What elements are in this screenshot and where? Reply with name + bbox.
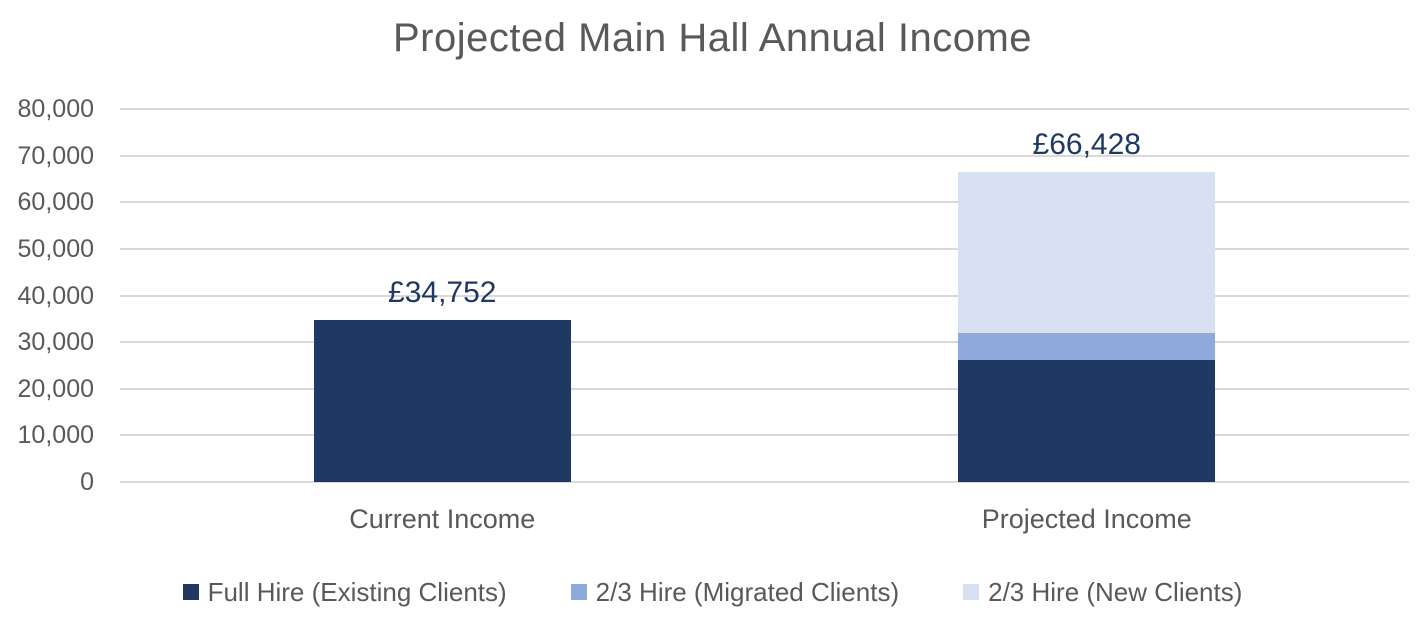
y-tick-label: 10,000: [17, 421, 94, 450]
gridline: [120, 108, 1409, 110]
bar-segment: [958, 172, 1216, 334]
y-tick-label: 0: [80, 468, 94, 496]
legend-label: 2/3 Hire (New Clients): [988, 576, 1243, 607]
bar-projected-income: [958, 172, 1216, 482]
y-tick-label: 80,000: [17, 95, 94, 123]
x-axis: Current Income Projected Income: [120, 504, 1409, 538]
legend-item: Full Hire (Existing Clients): [182, 576, 507, 608]
plot-area: £34,752 £66,428: [120, 108, 1409, 483]
data-label: £34,752: [388, 275, 497, 309]
legend-label: Full Hire (Existing Clients): [207, 576, 507, 607]
legend-item: 2/3 Hire (New Clients): [963, 577, 1242, 608]
gridline: [120, 481, 1409, 483]
gridline: [120, 201, 1409, 204]
gridline: [120, 247, 1409, 250]
y-axis: 0 10,000 20,000 30,000 40,000 50,000 60,000 70,…: [0, 95, 100, 496]
legend-swatch-icon: [182, 584, 199, 600]
y-tick-label: 70,000: [17, 141, 94, 170]
bar-segment: [958, 333, 1216, 361]
y-tick-label: 40,000: [17, 281, 94, 310]
y-tick-label: 60,000: [17, 188, 94, 217]
x-category-label: Projected Income: [981, 504, 1192, 534]
gridline: [120, 154, 1409, 157]
bar-segment: [313, 319, 571, 482]
legend-label: 2/3 Hire (Migrated Clients): [595, 576, 900, 607]
legend-item: 2/3 Hire (Migrated Clients): [570, 576, 900, 608]
legend: Full Hire (Existing Clients) 2/3 Hire (Mi…: [0, 570, 1425, 614]
y-tick-label: 20,000: [17, 374, 94, 403]
x-category-label: Current Income: [349, 504, 536, 534]
gridline: [120, 294, 1409, 297]
y-tick-label: 30,000: [17, 328, 94, 357]
y-tick-label: 50,000: [17, 234, 94, 263]
gridline: [120, 341, 1409, 344]
gridline: [120, 434, 1409, 437]
data-label: £66,428: [1032, 128, 1141, 162]
bar-current-income: [313, 319, 571, 482]
gridline: [120, 387, 1409, 390]
bar-segment: [958, 360, 1216, 482]
legend-swatch-icon: [570, 584, 587, 600]
chart-title: Projected Main Hall Annual Income: [392, 16, 1033, 60]
legend-swatch-icon: [963, 584, 980, 600]
